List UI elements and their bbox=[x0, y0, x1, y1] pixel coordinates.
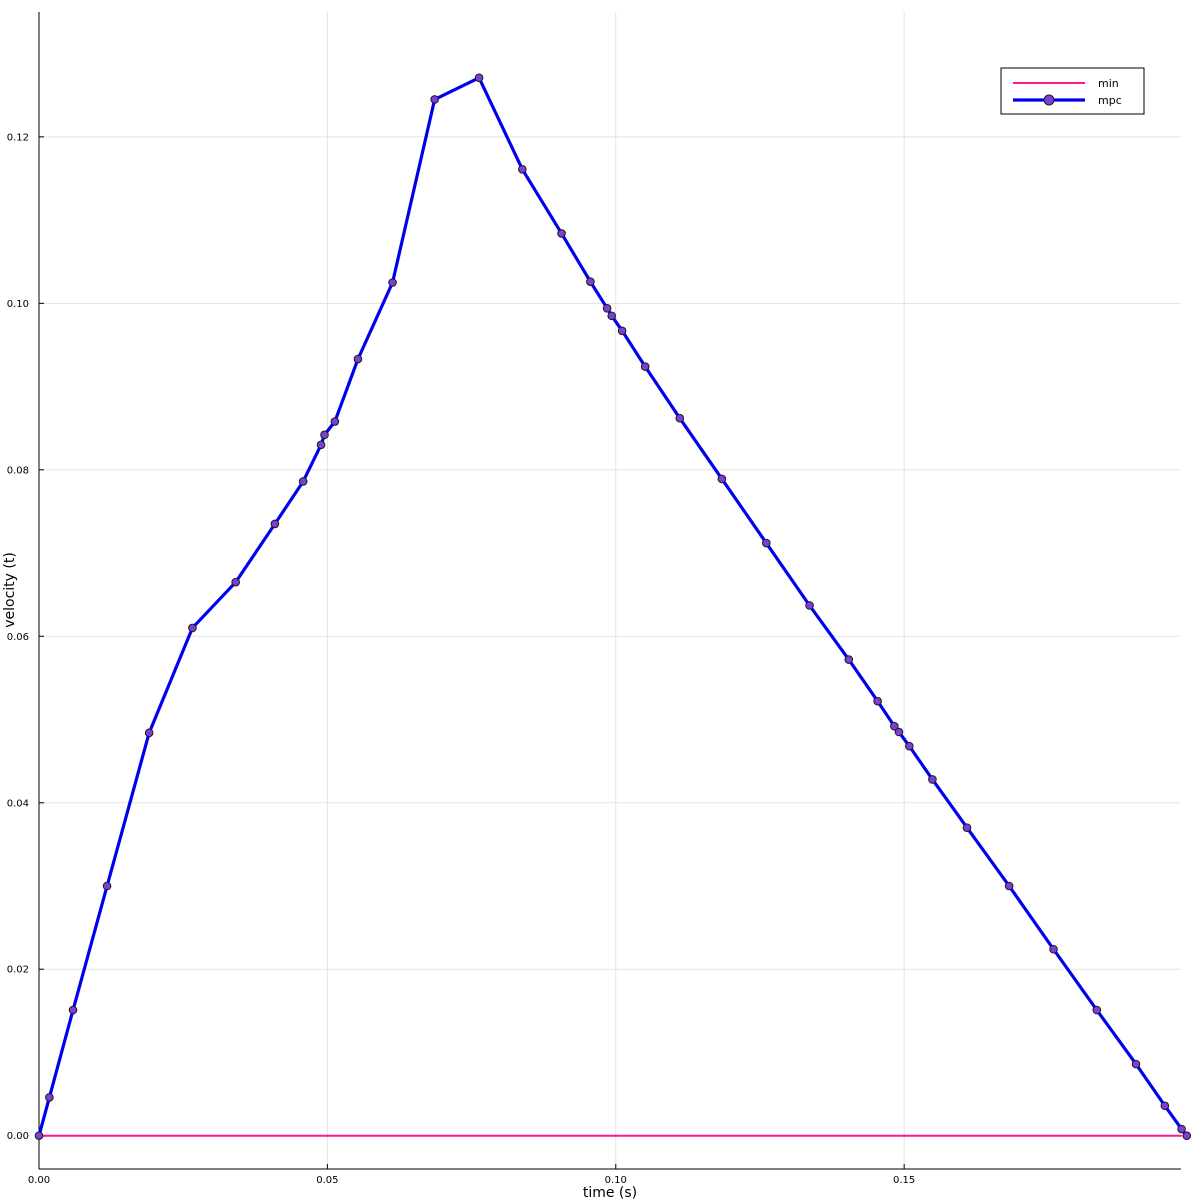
data-point bbox=[298, 477, 308, 486]
data-point bbox=[474, 73, 484, 83]
series-line-mpc bbox=[37, 76, 1189, 1138]
data-point bbox=[607, 311, 617, 321]
data-point bbox=[805, 601, 814, 610]
axes bbox=[38, 12, 1181, 1170]
data-point bbox=[640, 362, 650, 371]
data-point bbox=[388, 278, 397, 287]
y-ticks: 0.00 0.02 0.04 0.06 0.08 0.10 0.12 bbox=[7, 132, 44, 1142]
y-axis-title: velocity (t) bbox=[2, 552, 18, 628]
data-point bbox=[144, 728, 154, 738]
data-point bbox=[1131, 1059, 1141, 1069]
grid-y bbox=[39, 136, 1181, 1137]
data-point bbox=[330, 417, 340, 426]
y-tick-label: 0.08 bbox=[7, 465, 29, 476]
y-tick-label: 0.06 bbox=[7, 632, 29, 643]
data-point bbox=[617, 326, 627, 336]
data-point bbox=[102, 881, 112, 891]
y-tick-label: 0.00 bbox=[7, 1131, 29, 1142]
legend-box bbox=[1000, 67, 1145, 115]
data-point bbox=[602, 304, 612, 313]
x-axis-title: time (s) bbox=[583, 1185, 637, 1200]
data-point bbox=[1049, 944, 1058, 954]
y-tick-label: 0.10 bbox=[7, 299, 29, 310]
x-tick-label: 0.10 bbox=[605, 1175, 627, 1186]
data-point bbox=[1092, 1005, 1102, 1015]
data-point bbox=[320, 430, 329, 440]
y-tick-label: 0.02 bbox=[7, 965, 29, 976]
x-tick-label: 0.15 bbox=[893, 1175, 915, 1186]
data-point bbox=[270, 519, 280, 529]
y-tick-label: 0.12 bbox=[7, 132, 29, 143]
grid-x bbox=[38, 12, 905, 1169]
data-point bbox=[34, 1131, 44, 1141]
data-point bbox=[353, 354, 363, 364]
series-layer bbox=[34, 73, 1192, 1141]
data-point bbox=[430, 95, 439, 104]
data-point bbox=[717, 474, 727, 484]
data-point bbox=[231, 577, 240, 587]
legend-label: mpc bbox=[1098, 94, 1122, 107]
data-point bbox=[873, 696, 882, 706]
data-point bbox=[45, 1093, 54, 1102]
data-point bbox=[188, 623, 197, 633]
data-point bbox=[1004, 881, 1014, 891]
series-mpc bbox=[34, 73, 1192, 1141]
data-point bbox=[518, 165, 527, 174]
data-point bbox=[905, 741, 914, 751]
x-tick-label: 0.05 bbox=[316, 1175, 338, 1186]
data-point bbox=[1160, 1101, 1170, 1111]
data-point bbox=[586, 277, 595, 286]
legend-entry-min: min bbox=[1013, 77, 1119, 90]
legend-swatch-marker bbox=[1043, 94, 1055, 106]
data-point bbox=[844, 655, 854, 664]
data-point bbox=[675, 413, 685, 423]
data-point bbox=[894, 727, 904, 737]
data-point bbox=[890, 721, 899, 731]
data-point bbox=[68, 1005, 78, 1015]
x-ticks: 0.00 0.05 0.10 0.15 bbox=[28, 1164, 915, 1186]
data-point bbox=[928, 775, 937, 784]
y-tick-label: 0.04 bbox=[7, 798, 29, 809]
data-point bbox=[962, 823, 972, 833]
data-point bbox=[316, 440, 326, 450]
data-point bbox=[1177, 1124, 1186, 1134]
legend: min mpc bbox=[1000, 67, 1145, 115]
data-point bbox=[557, 229, 566, 238]
legend-label: min bbox=[1098, 77, 1119, 90]
legend-entry-mpc: mpc bbox=[1013, 94, 1122, 107]
data-point bbox=[1182, 1131, 1192, 1141]
data-point bbox=[762, 538, 771, 548]
x-tick-label: 0.00 bbox=[28, 1175, 50, 1186]
